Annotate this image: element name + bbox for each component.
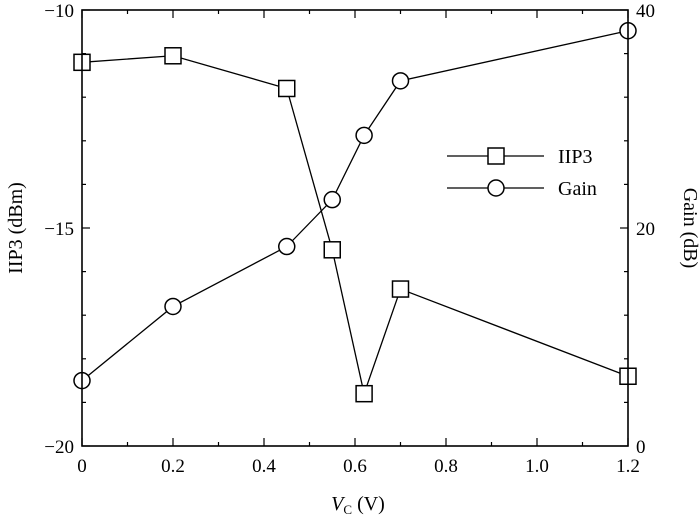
plot-frame	[81, 9, 629, 447]
series-line-iip3	[81, 55, 629, 397]
data-point-iip3	[278, 79, 296, 98]
data-point-gain	[355, 126, 373, 145]
data-point-iip3	[391, 280, 410, 298]
y-right-tick-label: 0	[636, 437, 646, 458]
data-point-iip3	[323, 241, 341, 259]
series-markers	[73, 21, 637, 403]
x-tick-label: 0.2	[161, 456, 185, 477]
y-right-tick-label: 40	[636, 1, 655, 22]
data-point-iip3	[164, 47, 182, 65]
y-left-tick-label: −20	[44, 437, 74, 458]
series-line-gain	[81, 30, 629, 382]
legend-marker-gain	[487, 179, 505, 197]
data-point-gain	[278, 237, 296, 256]
data-point-gain	[164, 297, 182, 316]
x-tick-label: 0.4	[252, 456, 276, 477]
data-point-gain	[323, 190, 341, 209]
y-left-tick-label: −15	[44, 219, 74, 240]
x-tick-label: 0.6	[343, 456, 367, 477]
x-tick-label: 1.0	[525, 456, 549, 477]
ticks-group: 0 0.2 0.4 0.6 0.8 1.0 1.2 −10 −15 −20 40 20 0	[44, 1, 655, 477]
series-lines	[81, 30, 629, 397]
x-axis-title: VC (V)	[331, 493, 385, 517]
y-axis-left-title: IIP3 (dBm)	[5, 182, 27, 274]
x-tick-label: 0.8	[434, 456, 458, 477]
x-tick-label: 0	[77, 456, 87, 477]
x-tick-label: 1.2	[616, 456, 640, 477]
legend-label-iip3: IIP3	[558, 146, 592, 168]
legend-marker-iip3	[487, 147, 505, 165]
y-axis-right-title: Gain (dB)	[679, 188, 700, 269]
data-point-gain	[391, 72, 410, 90]
y-right-tick-label: 20	[636, 219, 655, 240]
data-point-iip3	[355, 384, 373, 403]
legend: IIP3 Gain	[447, 146, 597, 200]
legend-label-gain: Gain	[558, 178, 597, 200]
y-left-tick-label: −10	[44, 1, 74, 22]
